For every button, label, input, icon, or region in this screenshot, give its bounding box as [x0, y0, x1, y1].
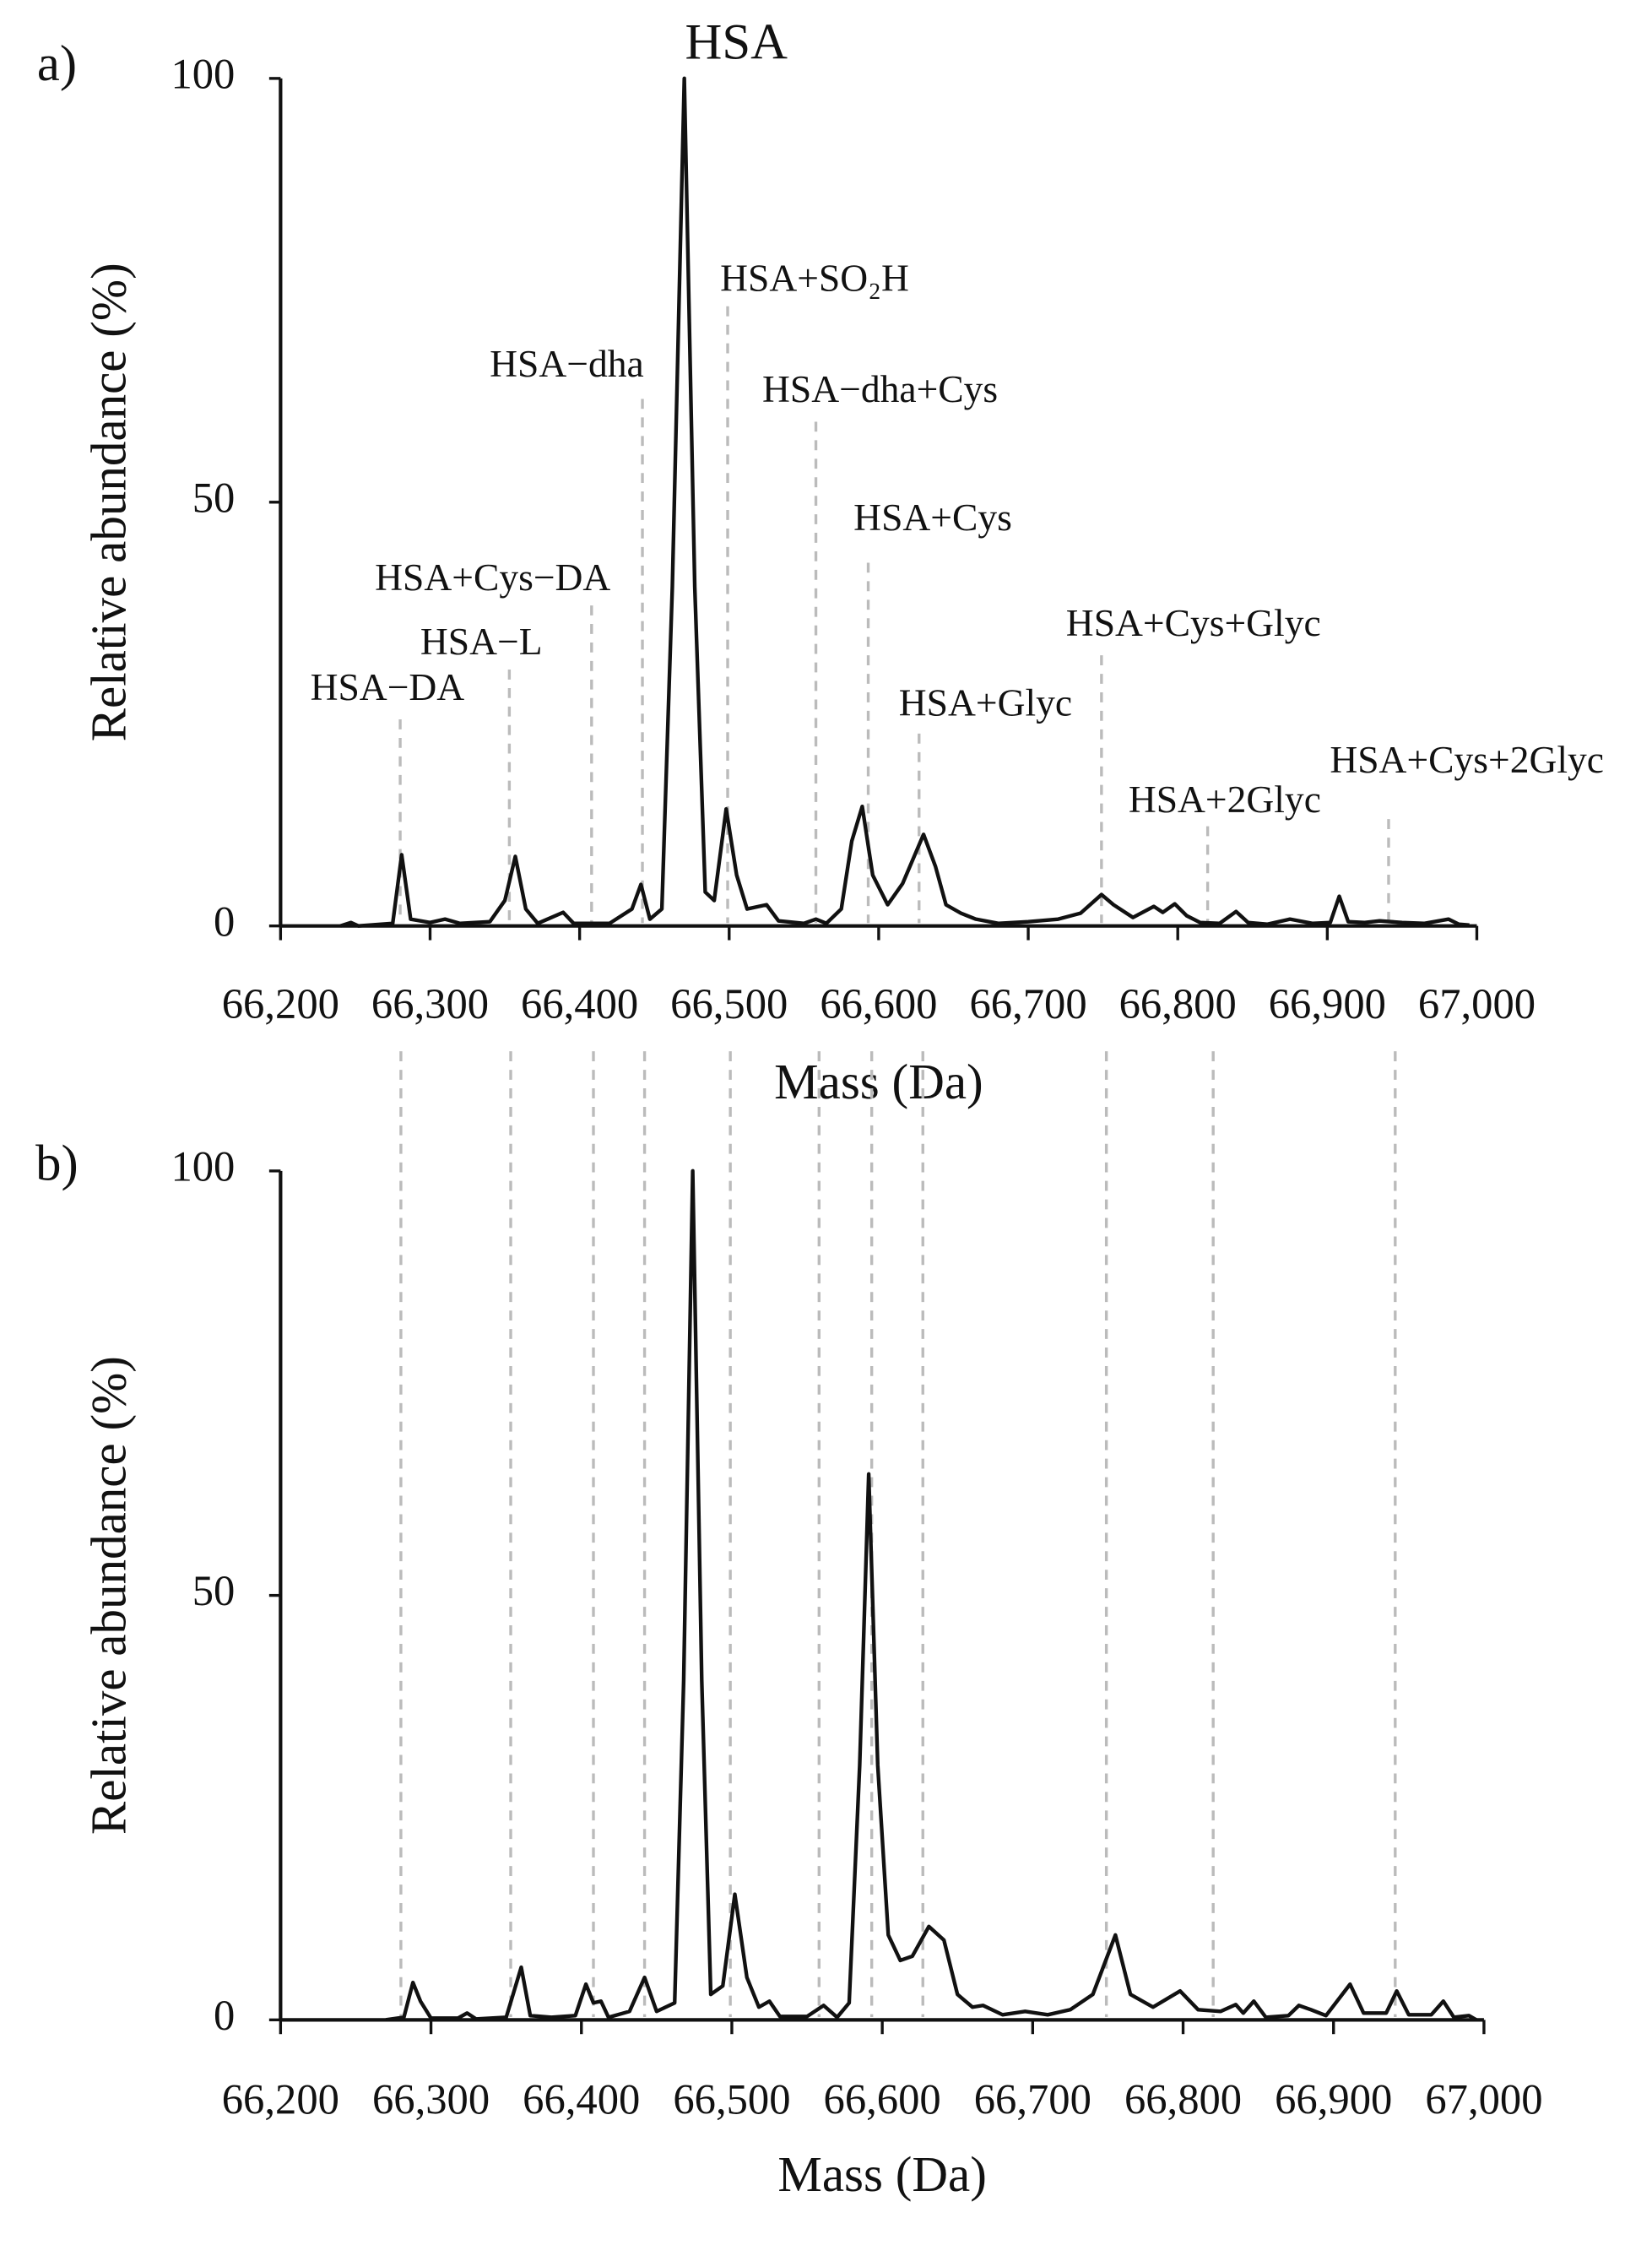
y-axis-title: Relative abundance (%) [81, 263, 137, 741]
peak-label: HSA+Cys+2Glyc [1330, 738, 1604, 781]
y-tick-label: 100 [171, 50, 235, 97]
panel-label: a) [37, 35, 77, 92]
x-tick-label: 67,000 [1425, 2075, 1542, 2123]
x-tick-label: 66,500 [673, 2075, 790, 2123]
x-axis-title: Mass (Da) [774, 1054, 983, 1109]
panel-label: b) [35, 1135, 79, 1191]
y-axis-title: Relative abundance (%) [81, 1356, 137, 1835]
spectrum-line [385, 1169, 1478, 2022]
peak-label: HSA−dha+Cys [762, 367, 998, 410]
x-tick-label: 66,400 [521, 980, 638, 1028]
x-tick-label: 66,300 [371, 980, 489, 1028]
x-tick-label: 66,800 [1119, 980, 1237, 1028]
x-tick-label: 66,800 [1124, 2075, 1242, 2123]
y-tick-label: 50 [192, 1567, 236, 1614]
x-tick-label: 66,200 [222, 2075, 339, 2123]
peak-label: HSA+SO₂H [720, 257, 909, 300]
peak-label: HSA−L [420, 620, 543, 663]
x-tick-label: 66,600 [820, 980, 937, 1028]
x-tick-label: 66,900 [1275, 2075, 1392, 2123]
x-tick-label: 66,700 [974, 2075, 1091, 2123]
x-tick-label: 66,700 [969, 980, 1086, 1028]
peak-label: HSA [685, 14, 788, 71]
x-tick-label: 66,400 [523, 2075, 640, 2123]
peak-label: HSA+Cys [853, 496, 1012, 539]
y-tick-label: 0 [214, 1992, 235, 2039]
peak-label: HSA−dha [490, 342, 644, 385]
peak-label: HSA+Cys−DA [375, 556, 610, 599]
peak-label: HSA−DA [311, 665, 465, 708]
spectrum-line [339, 76, 1470, 928]
peak-label: HSA+2Glyc [1129, 778, 1321, 821]
x-tick-label: 66,300 [372, 2075, 490, 2123]
x-tick-label: 66,500 [670, 980, 788, 1028]
x-tick-label: 66,200 [222, 980, 339, 1028]
y-tick-label: 100 [171, 1142, 235, 1190]
y-tick-label: 0 [214, 897, 235, 945]
peak-label: HSA+Cys+Glyc [1066, 601, 1321, 644]
peak-label: HSA+Glyc [899, 681, 1072, 724]
x-tick-label: 66,900 [1269, 980, 1386, 1028]
y-tick-label: 50 [192, 474, 236, 521]
x-axis-title: Mass (Da) [777, 2146, 987, 2202]
x-tick-label: 67,000 [1418, 980, 1536, 1028]
x-tick-label: 66,600 [824, 2075, 941, 2123]
